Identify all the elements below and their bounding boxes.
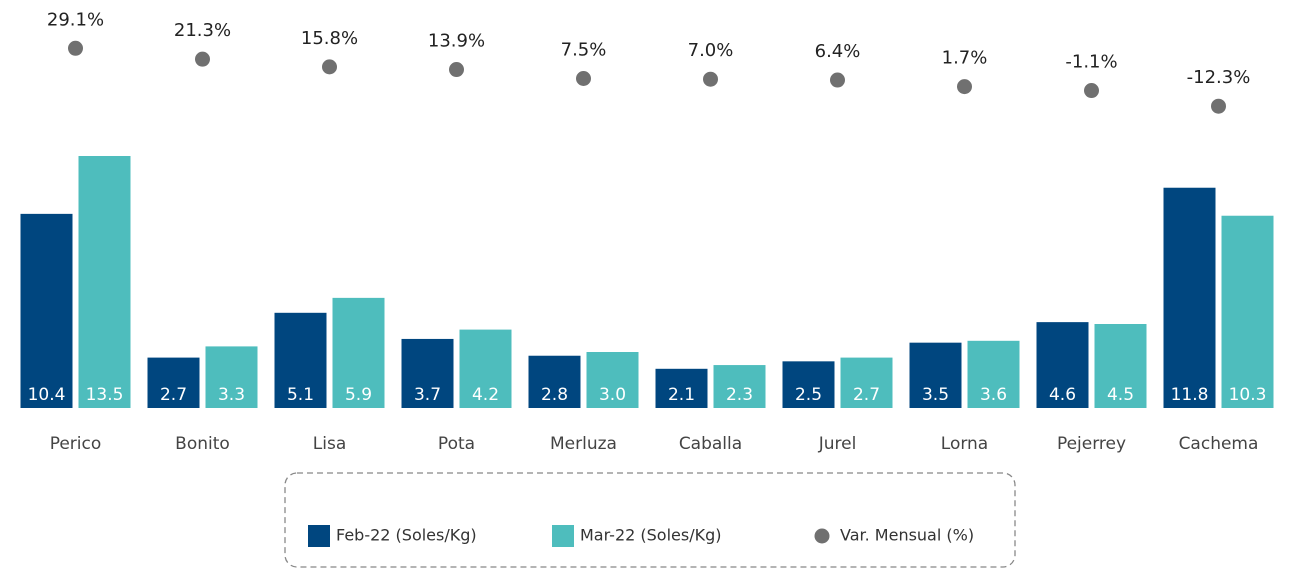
legend-frame: [284, 472, 1016, 568]
bar-value-label: 2.7: [853, 385, 880, 405]
x-tick-label: Lisa: [313, 434, 346, 454]
var-dot: [68, 40, 83, 56]
var-dot: [1211, 98, 1226, 114]
dot-value-label: -1.1%: [1065, 52, 1117, 73]
bar: [528, 355, 581, 408]
bar: [1221, 215, 1274, 408]
bar: [713, 365, 766, 408]
bar-value-label: 2.7: [160, 385, 187, 405]
dot-value-label: 1.7%: [942, 48, 988, 69]
dot-value-label: 29.1%: [47, 9, 104, 30]
bar-value-label: 5.9: [345, 385, 372, 405]
bar-value-label: 4.6: [1049, 385, 1076, 405]
bar-value-label: 2.1: [668, 385, 695, 405]
bar-value-label: 5.1: [287, 385, 314, 405]
bar: [909, 342, 962, 408]
x-tick-label: Jurel: [818, 434, 857, 454]
x-tick-label: Pota: [438, 434, 475, 454]
bar: [401, 338, 454, 408]
bar-value-label: 3.5: [922, 385, 949, 405]
legend-swatch: [308, 525, 330, 547]
x-tick-label: Cachema: [1179, 434, 1259, 454]
var-dot: [576, 71, 591, 86]
x-tick-label: Caballa: [679, 434, 742, 454]
bar: [1036, 322, 1089, 408]
var-dot: [449, 62, 464, 78]
var-dot: [195, 51, 210, 67]
bar: [586, 352, 639, 408]
x-tick-label: Bonito: [175, 434, 230, 454]
dot-value-label: 6.4%: [815, 41, 861, 62]
x-tick-label: Merluza: [550, 434, 617, 454]
var-dot: [830, 72, 845, 88]
legend-label: Feb-22 (Soles/Kg): [336, 526, 477, 545]
bar-value-label: 2.3: [726, 385, 753, 405]
legend-label: Mar-22 (Soles/Kg): [580, 526, 721, 545]
dot-value-label: 15.8%: [301, 28, 358, 49]
dot-value-label: 7.5%: [561, 40, 607, 61]
x-tick-label: Perico: [50, 434, 102, 454]
x-tick-label: Lorna: [941, 434, 988, 454]
legend-marker: [814, 528, 830, 544]
bar-value-label: 4.2: [472, 385, 499, 405]
bar: [840, 357, 893, 408]
bar: [1163, 187, 1216, 408]
var-dot: [322, 59, 337, 75]
bar-value-label: 13.5: [86, 385, 124, 405]
bar: [655, 368, 708, 408]
var-dot: [957, 79, 972, 95]
bar-value-label: 3.6: [980, 385, 1007, 405]
var-dot: [703, 71, 718, 87]
bar: [20, 213, 73, 408]
dot-value-label: -12.3%: [1187, 67, 1251, 88]
bar: [274, 312, 327, 408]
legend-swatch: [552, 525, 574, 547]
bar: [147, 357, 200, 408]
bar-value-label: 10.4: [28, 385, 66, 405]
bar: [205, 346, 258, 408]
legend-label: Var. Mensual (%): [840, 526, 974, 545]
bar: [782, 361, 835, 408]
bar-value-label: 10.3: [1229, 385, 1267, 405]
bar-value-label: 11.8: [1171, 385, 1209, 405]
dot-value-label: 13.9%: [428, 31, 485, 52]
bar-value-label: 3.7: [414, 385, 441, 405]
bar: [459, 329, 512, 408]
dot-value-label: 7.0%: [688, 40, 734, 61]
bar-value-label: 3.0: [599, 385, 626, 405]
bar-value-label: 2.8: [541, 385, 568, 405]
bar: [1094, 324, 1147, 408]
bar: [332, 297, 385, 408]
bar-value-label: 2.5: [795, 385, 822, 405]
bar: [967, 340, 1020, 408]
x-tick-label: Pejerrey: [1057, 434, 1126, 454]
bar-value-label: 3.3: [218, 385, 245, 405]
bar-value-label: 4.5: [1107, 385, 1134, 405]
var-dot: [1084, 83, 1099, 99]
bar: [78, 156, 131, 408]
dot-value-label: 21.3%: [174, 20, 231, 41]
